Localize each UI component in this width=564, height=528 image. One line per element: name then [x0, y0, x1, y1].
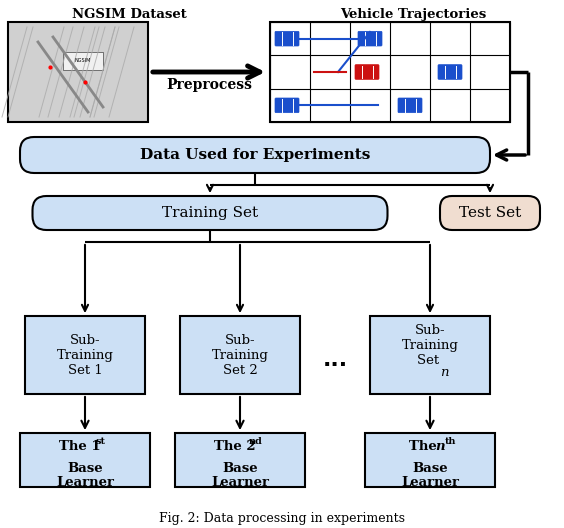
Text: Base: Base — [222, 461, 258, 475]
Bar — [63, 52, 103, 70]
Bar — [180, 316, 300, 394]
Bar — [175, 433, 305, 487]
FancyBboxPatch shape — [355, 64, 379, 79]
Text: Test Set: Test Set — [459, 206, 521, 220]
FancyBboxPatch shape — [438, 64, 462, 79]
Text: n: n — [435, 440, 445, 454]
FancyBboxPatch shape — [33, 196, 387, 230]
Text: th: th — [444, 438, 456, 447]
Bar — [8, 22, 148, 122]
Text: Preprocess: Preprocess — [166, 78, 252, 92]
Text: st: st — [96, 438, 106, 447]
FancyBboxPatch shape — [358, 31, 382, 46]
Text: Sub-
Training
Set 1: Sub- Training Set 1 — [56, 334, 113, 376]
Text: Vehicle Trajectories: Vehicle Trajectories — [340, 8, 486, 21]
FancyBboxPatch shape — [398, 98, 422, 112]
Text: The: The — [409, 440, 441, 454]
FancyBboxPatch shape — [440, 196, 540, 230]
Text: Sub-
Training
Set 2: Sub- Training Set 2 — [212, 334, 268, 376]
Bar — [270, 22, 510, 122]
FancyBboxPatch shape — [275, 98, 299, 112]
Text: n: n — [440, 366, 448, 380]
Text: Sub-
Training
Set: Sub- Training Set — [402, 324, 459, 366]
Text: Training Set: Training Set — [162, 206, 258, 220]
Bar — [365, 433, 495, 487]
FancyBboxPatch shape — [275, 31, 299, 46]
Text: NGSIM: NGSIM — [75, 59, 91, 63]
Text: NGSIM Dataset: NGSIM Dataset — [72, 8, 187, 21]
Bar — [20, 433, 150, 487]
Text: Base: Base — [67, 461, 103, 475]
Text: Learner: Learner — [401, 476, 459, 488]
Text: Base: Base — [412, 461, 448, 475]
Text: nd: nd — [249, 438, 263, 447]
Text: Learner: Learner — [56, 476, 114, 488]
Text: ...: ... — [323, 350, 347, 370]
FancyBboxPatch shape — [20, 137, 490, 173]
Text: Data Used for Experiments: Data Used for Experiments — [140, 148, 370, 162]
Text: Fig. 2: Data processing in experiments: Fig. 2: Data processing in experiments — [159, 512, 405, 525]
Bar — [370, 316, 490, 394]
Text: The 2: The 2 — [214, 440, 256, 454]
Text: The 1: The 1 — [59, 440, 101, 454]
Bar — [25, 316, 145, 394]
Text: Learner: Learner — [211, 476, 269, 488]
